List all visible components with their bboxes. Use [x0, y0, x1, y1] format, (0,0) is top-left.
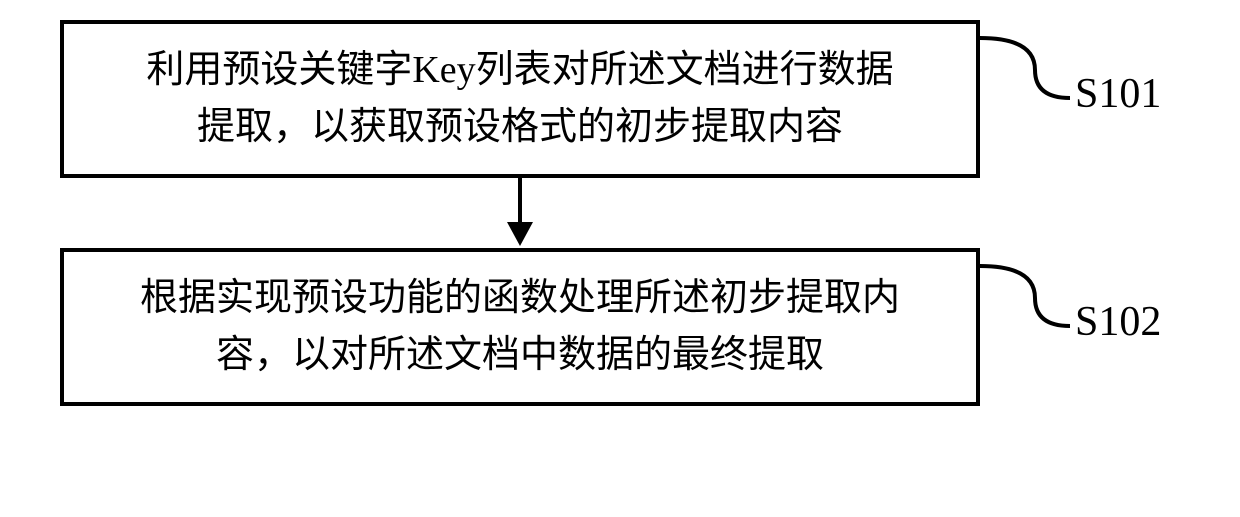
step-label-s102: S102 [1075, 298, 1161, 346]
step-label-s101: S101 [1075, 70, 1161, 118]
step-text-line: 提取，以获取预设格式的初步提取内容 [94, 99, 946, 156]
step-box-s102: 根据实现预设功能的函数处理所述初步提取内 容，以对所述文档中数据的最终提取 [60, 248, 980, 406]
step-text-line: 容，以对所述文档中数据的最终提取 [94, 327, 946, 384]
step-text-line: 根据实现预设功能的函数处理所述初步提取内 [94, 270, 946, 327]
arrow-svg-1 [60, 178, 980, 248]
step-row-1: 利用预设关键字Key列表对所述文档进行数据 提取，以获取预设格式的初步提取内容 … [60, 20, 1180, 178]
arrow-1 [60, 178, 980, 248]
step-row-2: 根据实现预设功能的函数处理所述初步提取内 容，以对所述文档中数据的最终提取 S1… [60, 248, 1180, 406]
step-box-s101: 利用预设关键字Key列表对所述文档进行数据 提取，以获取预设格式的初步提取内容 [60, 20, 980, 178]
step-label-text: S101 [1075, 71, 1161, 117]
step-label-text: S102 [1075, 299, 1161, 345]
step-text-line: 利用预设关键字Key列表对所述文档进行数据 [94, 42, 946, 99]
flowchart-container: 利用预设关键字Key列表对所述文档进行数据 提取，以获取预设格式的初步提取内容 … [60, 20, 1180, 406]
